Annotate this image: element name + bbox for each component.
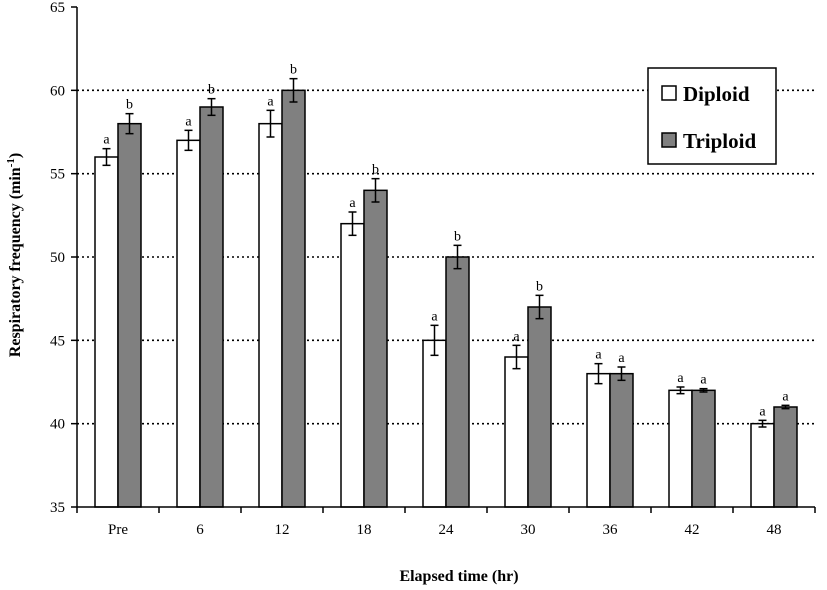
y-tick-label-50: 50 [50,250,65,266]
significance-label-diploid-42: a [677,371,684,386]
y-axis-title-suffix: ) [7,153,24,158]
x-axis-title: Elapsed time (hr) [399,568,518,585]
significance-label-diploid-24: a [431,309,438,324]
x-tick-label-Pre: Pre [108,522,128,538]
x-tick-label-30: 30 [521,522,536,538]
bar-diploid-18 [340,222,365,508]
significance-label-diploid-Pre: a [103,133,110,148]
axes [71,6,816,513]
x-tick-label-6: 6 [196,522,204,538]
bar-triploid-42 [691,389,716,508]
y-tick-label-65: 65 [50,0,65,16]
legend: Diploid Triploid [647,67,777,165]
significance-label-diploid-12: a [267,94,274,109]
bar-triploid-24 [445,256,470,508]
significance-label-diploid-6: a [185,114,192,129]
significance-label-triploid-6: b [208,83,215,98]
legend-swatch-diploid [661,85,677,101]
bar-triploid-48 [773,406,798,508]
significance-label-triploid-18: b [372,163,379,178]
significance-label-triploid-30: b [536,279,543,294]
y-tick-label-55: 55 [50,167,65,183]
significance-label-triploid-12: b [290,63,297,78]
bar-triploid-30 [527,306,552,508]
bar-diploid-30 [504,356,529,508]
bar-diploid-Pre [94,156,119,508]
x-tick-label-42: 42 [685,522,700,538]
x-tick-label-24: 24 [439,522,455,538]
x-tick-label-36: 36 [603,522,619,538]
legend-label-diploid: Diploid [683,82,750,106]
bar-triploid-6 [199,106,224,508]
legend-swatch-triploid [661,132,677,148]
y-axis-title: Respiratory frequency (min-1) [5,153,24,357]
bar-triploid-Pre [117,122,142,508]
x-tick-label-18: 18 [357,522,372,538]
bar-triploid-36 [609,372,634,508]
significance-label-triploid-36: a [618,351,625,366]
significance-label-triploid-48: a [782,389,789,404]
significance-label-diploid-36: a [595,348,602,363]
significance-label-diploid-48: a [759,404,766,419]
significance-label-triploid-42: a [700,373,707,388]
significance-label-diploid-18: a [349,196,356,211]
legend-label-triploid: Triploid [683,129,756,153]
labels: a a a a a a a a a b b b b b b a a a 35 40 45 50 55 60 65 Pre 6 12 18… [50,0,789,538]
bar-triploid-12 [281,89,306,508]
significance-label-diploid-30: a [513,329,520,344]
y-tick-label-60: 60 [50,83,65,99]
bar-diploid-36 [586,372,611,508]
y-tick-label-35: 35 [50,500,65,516]
x-tick-label-48: 48 [767,522,782,538]
significance-label-triploid-Pre: b [126,98,133,113]
bar-diploid-42 [668,389,693,508]
bar-triploid-18 [363,189,388,508]
y-tick-label-40: 40 [50,417,65,433]
bar-diploid-24 [422,339,447,508]
bar-diploid-12 [258,122,283,508]
bar-diploid-6 [176,139,201,508]
y-tick-label-45: 45 [50,333,65,349]
legend-box [647,67,777,165]
x-tick-label-12: 12 [275,522,290,538]
significance-label-triploid-24: b [454,229,461,244]
bars [94,77,798,508]
bar-diploid-48 [750,422,775,508]
y-axis-title-main: Respiratory frequency (min [7,167,24,357]
y-axis-title-superscript: -1 [5,158,17,167]
